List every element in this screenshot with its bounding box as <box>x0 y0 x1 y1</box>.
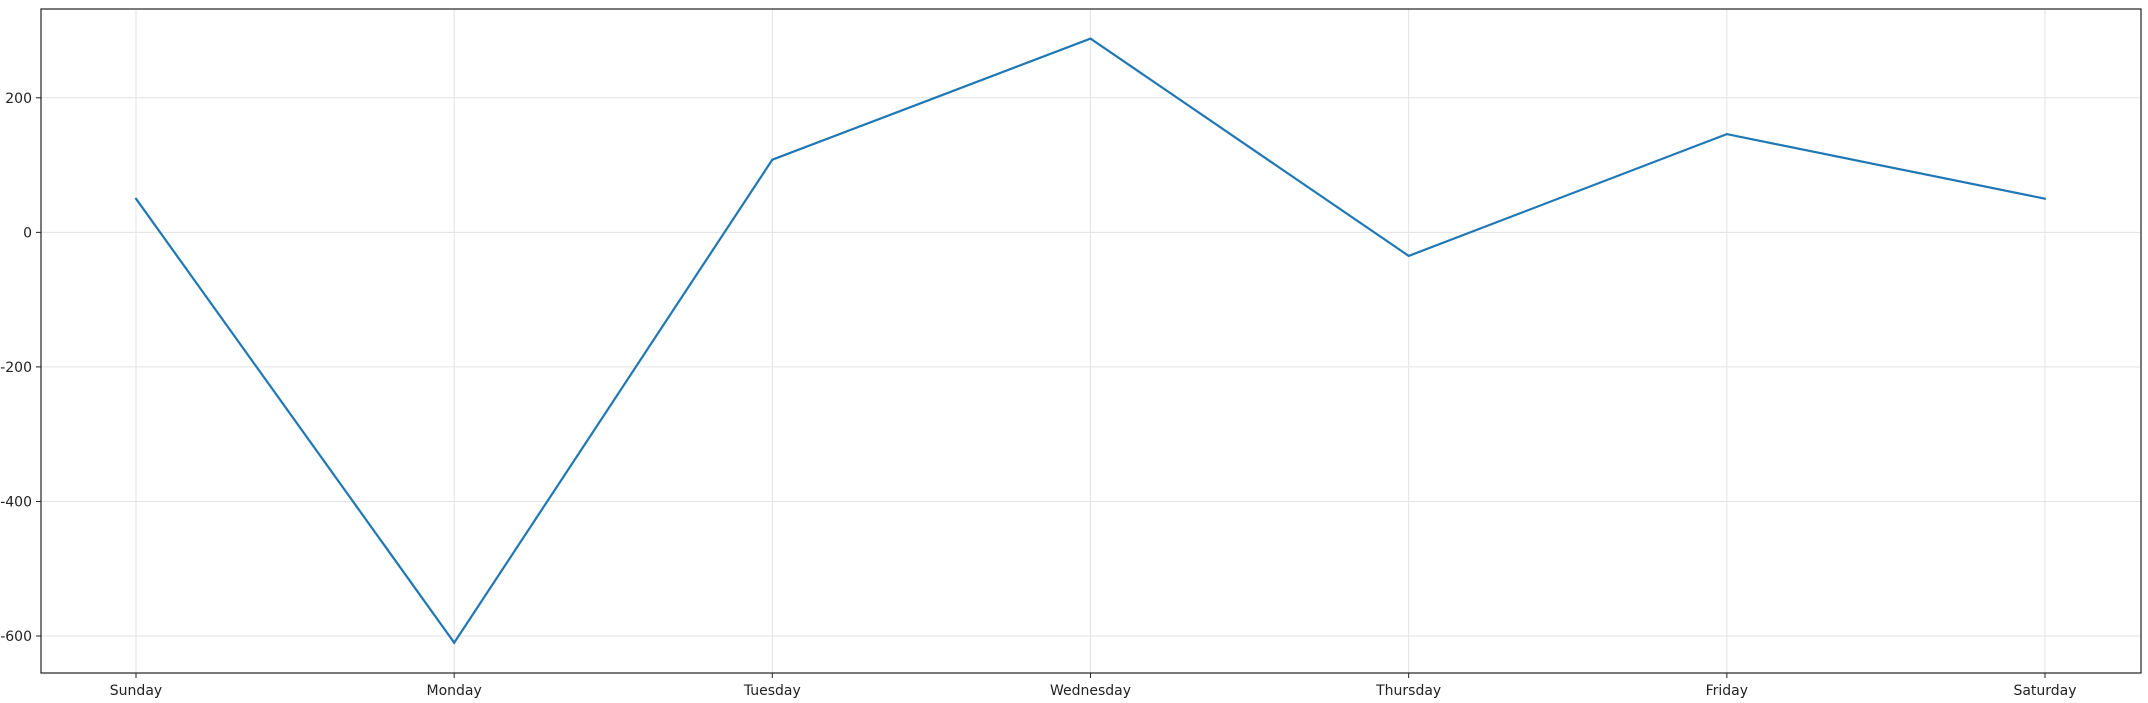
y-tick-label: 0 <box>23 225 32 241</box>
data-point <box>1089 37 1092 40</box>
data-point <box>2043 197 2047 200</box>
y-tick-label: -200 <box>0 360 32 376</box>
x-tick-label: Monday <box>427 683 482 699</box>
x-tick-label: Friday <box>1706 683 1748 699</box>
data-point <box>453 641 456 644</box>
x-tick-label: Sunday <box>110 683 162 699</box>
data-point <box>134 197 138 200</box>
y-tick-label: -600 <box>0 629 32 645</box>
x-tick-label: Tuesday <box>743 683 801 699</box>
y-tick-label: 200 <box>5 91 32 107</box>
grid-layer <box>41 9 2141 673</box>
plot-frame <box>40 8 2142 674</box>
data-point <box>1407 254 1410 257</box>
x-tick-label: Thursday <box>1375 683 1441 699</box>
data-point <box>1725 133 1728 136</box>
y-tick-label: -400 <box>0 494 32 510</box>
x-tick-label: Saturday <box>2013 683 2076 699</box>
x-tick-label: Wednesday <box>1050 683 1131 699</box>
series-layer <box>134 37 2047 645</box>
axis-layer: Sunday Monday Tuesday Wednesday Thursday Frid… <box>0 91 2076 699</box>
data-point <box>771 158 774 161</box>
